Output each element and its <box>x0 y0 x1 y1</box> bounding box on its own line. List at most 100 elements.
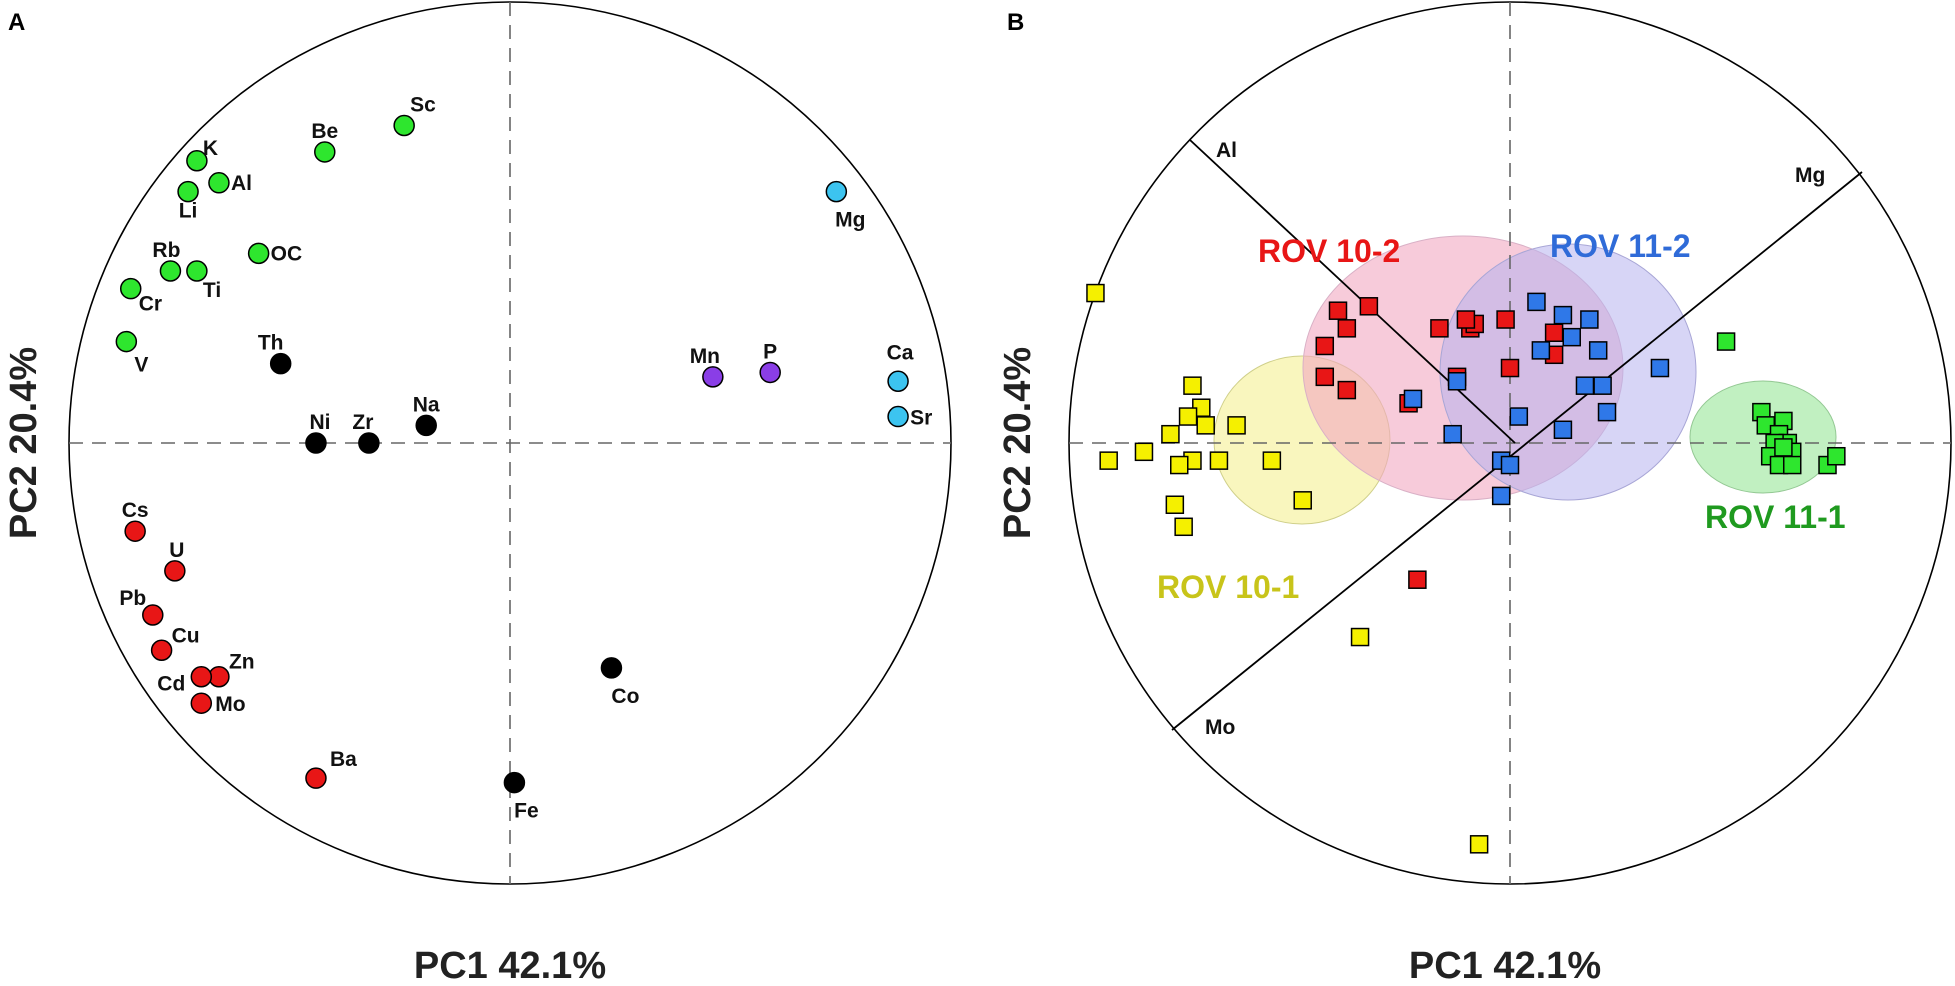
variable-label-sc: Sc <box>410 93 436 116</box>
sample-point-rov-10-1-5 <box>1196 416 1215 435</box>
variable-label-u: U <box>169 539 184 562</box>
variable-label-oc: OC <box>271 242 303 265</box>
variable-point-fe <box>503 771 526 794</box>
variable-label-zr: Zr <box>352 411 373 434</box>
variable-label-li: Li <box>179 200 198 223</box>
variable-point-sr <box>887 405 909 428</box>
variable-label-cu: Cu <box>172 624 200 647</box>
panel-a-ylabel: PC2 20.4% <box>3 347 45 539</box>
sample-point-rov-11-2-6 <box>1531 341 1551 360</box>
variable-point-ba <box>305 767 327 789</box>
variable-point-cd <box>190 665 213 688</box>
group-label-rov-10-2: ROV 10-2 <box>1258 233 1400 269</box>
sample-point-rov-10-1-4 <box>1178 407 1198 426</box>
sample-point-rov-10-1-10 <box>1170 455 1189 475</box>
sample-point-rov-10-2-11 <box>1456 310 1476 329</box>
variable-point-u <box>164 560 186 582</box>
sample-point-rov-11-2-7 <box>1447 372 1467 391</box>
sample-point-rov-11-2-1 <box>1527 292 1546 312</box>
variable-label-cs: Cs <box>122 499 149 522</box>
panel-a-points: K Li Al Be Sc OC Rb Ti Cr V Th Na Ni Zr Co Fe Mn P Mg Ca Sr C… <box>115 93 932 823</box>
panel-a-xlabel: PC1 42.1% <box>414 945 606 986</box>
variable-point-ca <box>887 370 909 393</box>
variable-point-ti <box>186 260 208 282</box>
variable-point-al <box>208 172 230 194</box>
variable-point-k <box>186 150 208 172</box>
loading-label-mo: Mo <box>1205 716 1235 739</box>
variable-label-rb: Rb <box>152 239 180 262</box>
panel-b-letter: B <box>1007 9 1024 36</box>
variable-label-zn: Zn <box>229 651 255 674</box>
variable-point-pb <box>142 604 164 626</box>
sample-point-rov-10-1-15 <box>1174 517 1193 537</box>
variable-label-k: K <box>203 137 218 160</box>
variable-point-th <box>269 352 292 375</box>
sample-point-rov-11-2-13 <box>1553 420 1573 440</box>
variable-label-co: Co <box>611 685 639 708</box>
sample-point-rov-11-1-14 <box>1774 438 1793 457</box>
variable-label-mn: Mn <box>690 345 720 368</box>
variable-label-be: Be <box>311 120 338 143</box>
sample-point-rov-11-2-3 <box>1580 310 1599 329</box>
variable-point-cs <box>124 520 146 542</box>
sample-point-rov-10-1-7 <box>1134 442 1154 462</box>
variable-point-oc <box>247 242 270 265</box>
variable-label-p: P <box>763 340 777 363</box>
panel-b-xlabel: PC1 42.1% <box>1409 945 1601 986</box>
sample-point-rov-11-2-18 <box>1403 389 1423 409</box>
variable-label-ni: Ni <box>309 411 330 434</box>
variable-point-li <box>177 180 199 203</box>
variable-point-rb <box>159 260 182 282</box>
sample-point-rov-10-2-17 <box>1408 570 1427 589</box>
variable-label-th: Th <box>258 332 284 355</box>
sample-point-rov-10-1-16 <box>1293 491 1312 510</box>
sample-point-rov-10-2-6 <box>1337 380 1357 400</box>
sample-point-rov-10-2-13 <box>1544 323 1564 342</box>
sample-point-rov-10-1-14 <box>1165 495 1185 514</box>
sample-point-rov-11-2-2 <box>1553 305 1573 325</box>
sample-point-rov-11-2-12 <box>1509 407 1529 426</box>
sample-point-rov-10-1-11 <box>1209 451 1229 470</box>
sample-point-rov-10-2-8 <box>1430 319 1449 338</box>
variable-label-cr: Cr <box>139 293 162 316</box>
group-label-rov-10-1: ROV 10-1 <box>1157 569 1299 605</box>
panel-a-letter: A <box>8 9 25 36</box>
sample-point-rov-10-2-4 <box>1315 336 1335 356</box>
sample-point-rov-10-1-9 <box>1099 451 1118 470</box>
variable-point-be <box>314 141 336 163</box>
variable-point-co <box>600 657 623 679</box>
sample-point-rov-10-1-13 <box>1262 451 1282 470</box>
sample-point-rov-11-2-14 <box>1443 424 1462 444</box>
variable-label-pb: Pb <box>119 587 146 610</box>
sample-point-rov-11-2-11 <box>1597 402 1617 422</box>
sample-point-rov-11-2-5 <box>1588 341 1608 360</box>
sample-point-rov-10-1-17 <box>1350 627 1370 647</box>
sample-point-rov-10-2-12 <box>1496 310 1515 329</box>
panel-a: A K Li Al Be Sc OC Rb Ti Cr V Th Na Ni Zr Co Fe Mn P Mg Ca S… <box>3 1 952 986</box>
sample-point-rov-11-2-10 <box>1650 358 1670 378</box>
variable-point-cu <box>150 639 173 662</box>
loading-axis-mg-mo <box>1171 171 1863 731</box>
variable-label-v: V <box>134 354 148 377</box>
variable-point-zr <box>358 432 380 454</box>
group-label-rov-11-1: ROV 11-1 <box>1705 499 1846 535</box>
variable-point-ni <box>305 432 327 454</box>
sample-point-rov-10-2-3 <box>1337 319 1357 338</box>
variable-point-mn <box>702 366 724 388</box>
variable-point-mo <box>190 692 213 714</box>
variable-label-al: Al <box>231 172 252 195</box>
sample-point-rov-11-2-16 <box>1500 455 1520 475</box>
variable-label-sr: Sr <box>910 407 932 430</box>
sample-point-rov-10-1-6 <box>1161 424 1180 444</box>
variable-point-mg <box>825 180 848 203</box>
variable-label-mo: Mo <box>215 693 245 716</box>
sample-point-rov-11-2-8 <box>1575 376 1595 395</box>
variable-point-v <box>115 330 138 353</box>
loading-label-mg: Mg <box>1795 164 1825 187</box>
sample-point-rov-11-1-11 <box>1782 455 1802 475</box>
sample-point-rov-10-2-1 <box>1328 301 1348 320</box>
variable-label-mg: Mg <box>835 209 865 232</box>
variable-point-cr <box>119 277 142 300</box>
sample-point-rov-10-1-1 <box>1086 283 1105 303</box>
